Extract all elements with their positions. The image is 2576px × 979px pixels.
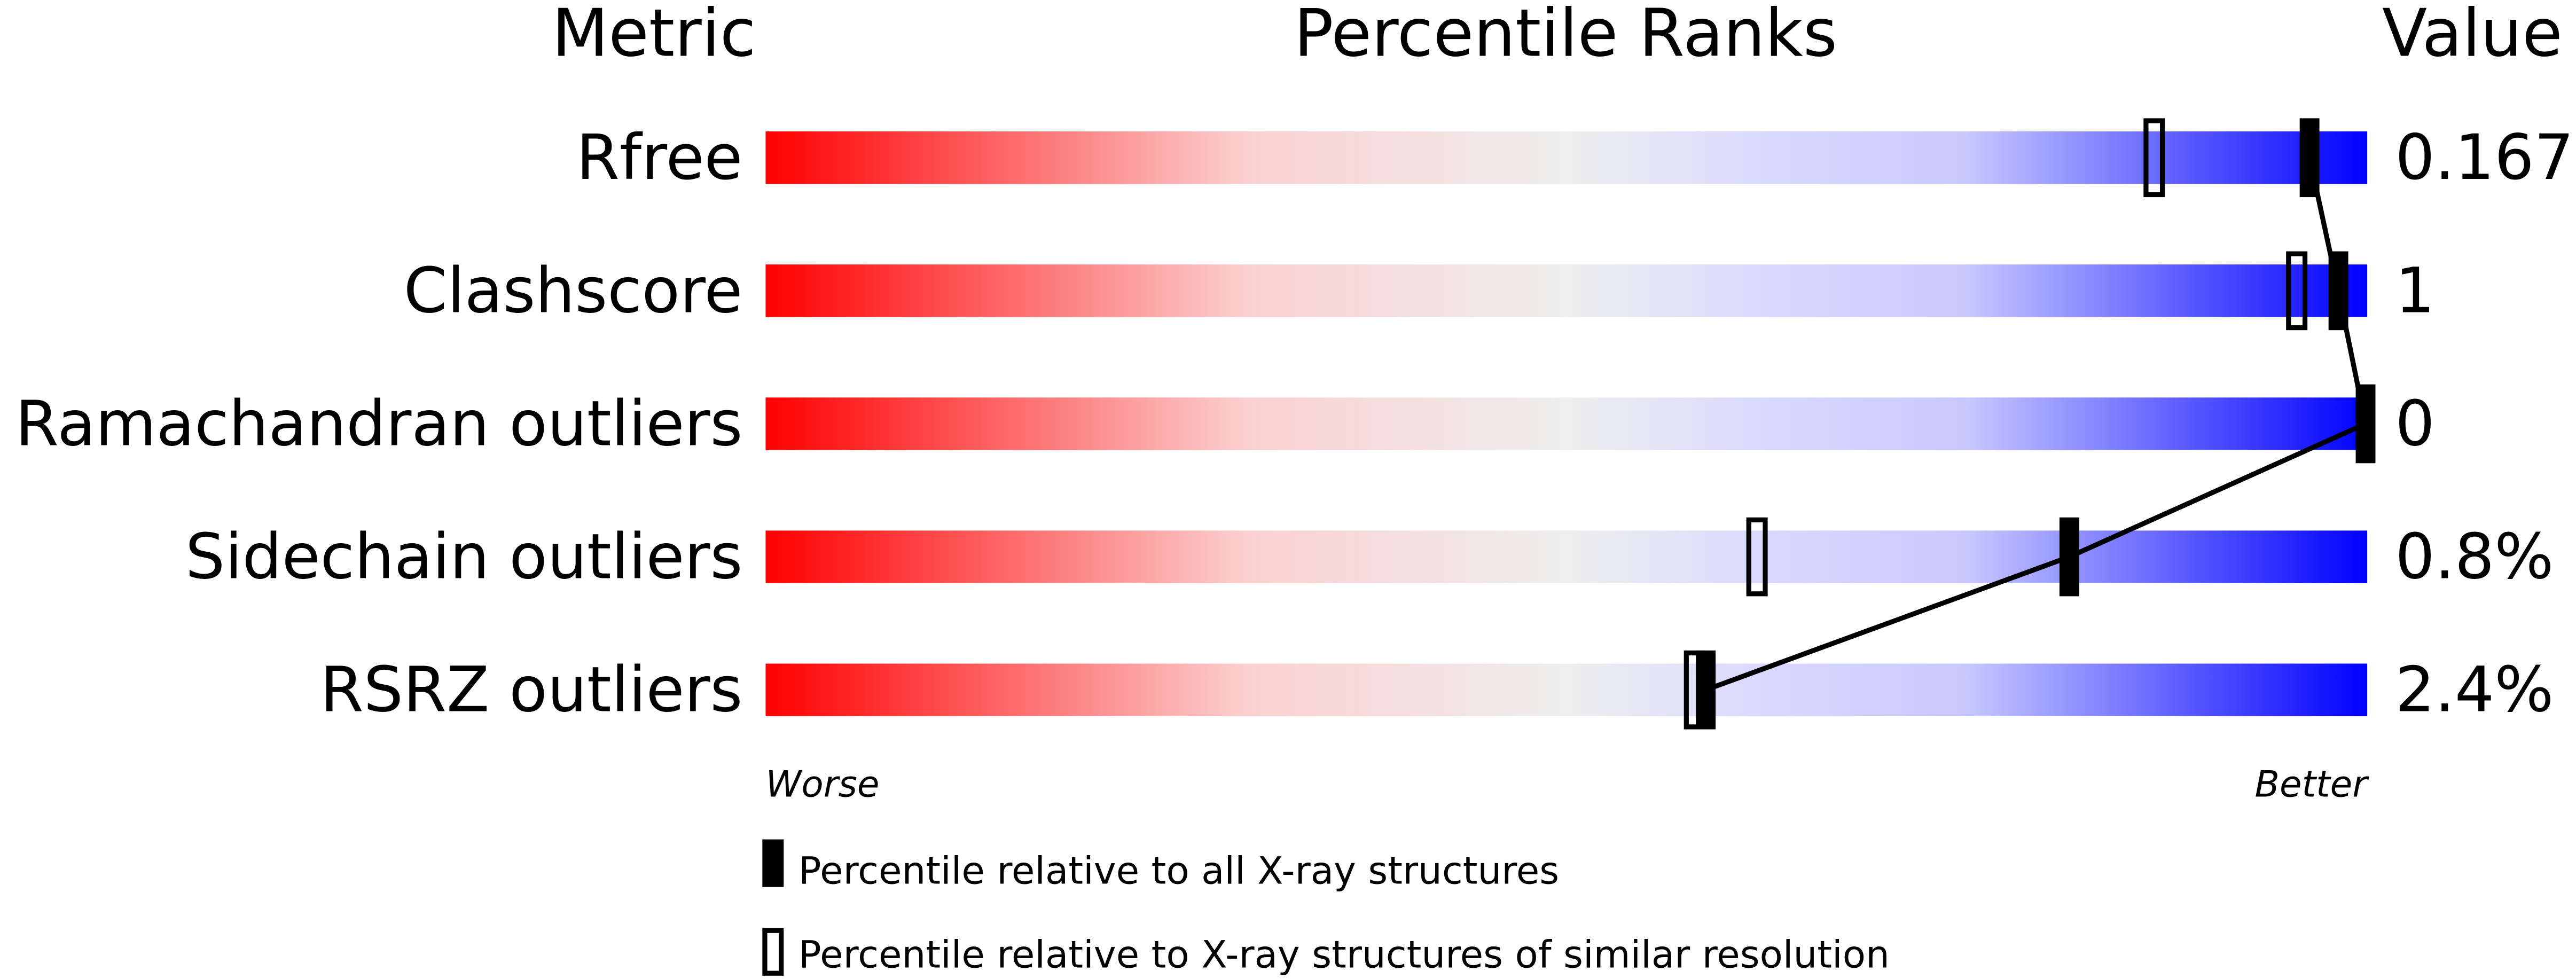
metric-label: Rfree bbox=[576, 121, 743, 194]
header-percentile: Percentile Ranks bbox=[1294, 0, 1837, 72]
all-structures-percentile-marker bbox=[2059, 517, 2079, 597]
better-label: Better bbox=[2255, 763, 2370, 805]
percentile-bar bbox=[765, 530, 2368, 583]
similar-resolution-percentile-marker bbox=[2286, 251, 2308, 331]
all-structures-percentile-marker bbox=[2299, 118, 2320, 198]
all-structures-percentile-marker bbox=[2328, 251, 2348, 331]
similar-resolution-percentile-marker bbox=[2143, 118, 2165, 198]
metric-value: 2.4% bbox=[2395, 654, 2554, 726]
legend-filled-label: Percentile relative to all X-ray structu… bbox=[798, 849, 1559, 893]
all-structures-percentile-marker bbox=[2355, 384, 2376, 464]
legend-filled-marker-icon bbox=[762, 839, 784, 887]
metric-label: Sidechain outliers bbox=[185, 521, 742, 593]
metric-label: Clashscore bbox=[404, 254, 743, 327]
legend-open-label: Percentile relative to X-ray structures … bbox=[798, 932, 1890, 976]
metric-value: 0.8% bbox=[2395, 521, 2554, 593]
similar-resolution-percentile-marker bbox=[1746, 517, 1768, 597]
legend-open-marker-icon bbox=[762, 928, 784, 976]
metric-label: Ramachandran outliers bbox=[15, 387, 743, 460]
header-metric: Metric bbox=[552, 0, 756, 72]
percentile-bar bbox=[765, 397, 2368, 450]
percentile-bar bbox=[765, 663, 2368, 716]
all-structures-percentile-marker bbox=[1696, 650, 1716, 730]
metric-value: 0.167 bbox=[2395, 121, 2574, 194]
metric-value: 0 bbox=[2395, 387, 2434, 460]
header-value: Value bbox=[2382, 0, 2563, 72]
metric-label: RSRZ outliers bbox=[320, 654, 743, 726]
percentile-bar bbox=[765, 131, 2368, 184]
percentile-bar bbox=[765, 264, 2368, 317]
worse-label: Worse bbox=[765, 763, 879, 805]
metric-value: 1 bbox=[2395, 254, 2434, 327]
